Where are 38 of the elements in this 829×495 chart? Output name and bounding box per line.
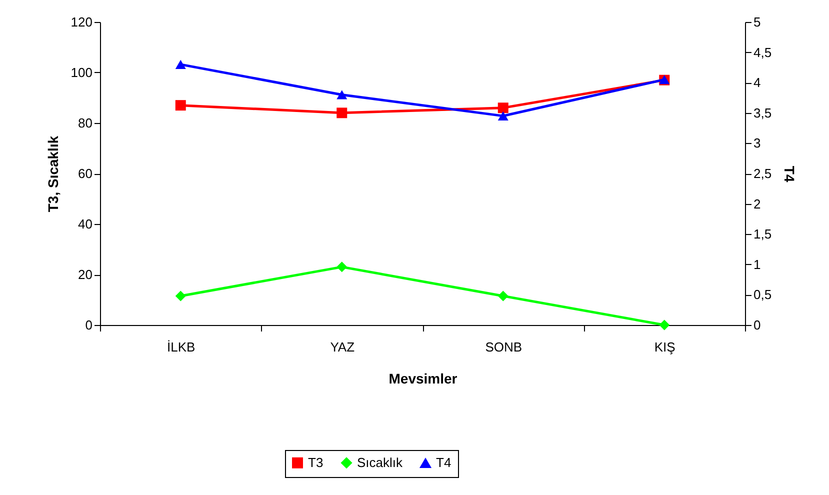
y-tick-label: 40	[78, 216, 92, 232]
legend-label: T4	[436, 455, 452, 470]
y-tick-label: 100	[70, 65, 92, 80]
point	[175, 100, 186, 111]
y2-tick-label: 2	[754, 196, 761, 212]
y2-tick-label: 5	[754, 14, 761, 30]
x-tick-label: SONB	[485, 340, 522, 354]
y2-tick-label: 4,5	[754, 44, 772, 60]
y-tick-label: 120	[70, 14, 92, 30]
legend-label: T3	[308, 454, 324, 470]
point	[336, 262, 348, 272]
y-tick-label: 80	[78, 116, 92, 130]
y2-tick-label: 1,5	[754, 226, 772, 242]
point	[336, 90, 348, 100]
legend-label: Sıcaklık	[357, 454, 404, 470]
point	[498, 111, 508, 120]
y-tick-label: 60	[78, 166, 92, 181]
y2-axis-title: T4	[782, 166, 798, 182]
x-tick-label: KIŞ	[654, 340, 676, 354]
y2-tick-label: 0,5	[754, 287, 772, 302]
y2-tick-label: 3	[754, 136, 761, 151]
y2-tick-label: 3,5	[754, 105, 772, 120]
y2-tick-label: 0	[754, 318, 761, 332]
point	[498, 102, 508, 114]
y2-tick-label: 1	[754, 256, 761, 272]
point	[498, 290, 508, 302]
x-tick-label: İLKB	[167, 340, 196, 354]
y-axis-title: T3, Sıcaklık	[44, 136, 61, 212]
y-tick-label: 20	[78, 267, 92, 282]
y-tick-label: 0	[85, 318, 92, 332]
y2-tick-label: 4	[754, 75, 761, 90]
point	[175, 60, 186, 69]
x-axis-title: Mevsimler	[388, 370, 458, 386]
y2-tick-label: 2,5	[754, 166, 772, 181]
point	[336, 108, 348, 118]
point	[659, 320, 670, 330]
point	[175, 290, 186, 302]
x-tick-label: YAZ	[330, 340, 355, 354]
